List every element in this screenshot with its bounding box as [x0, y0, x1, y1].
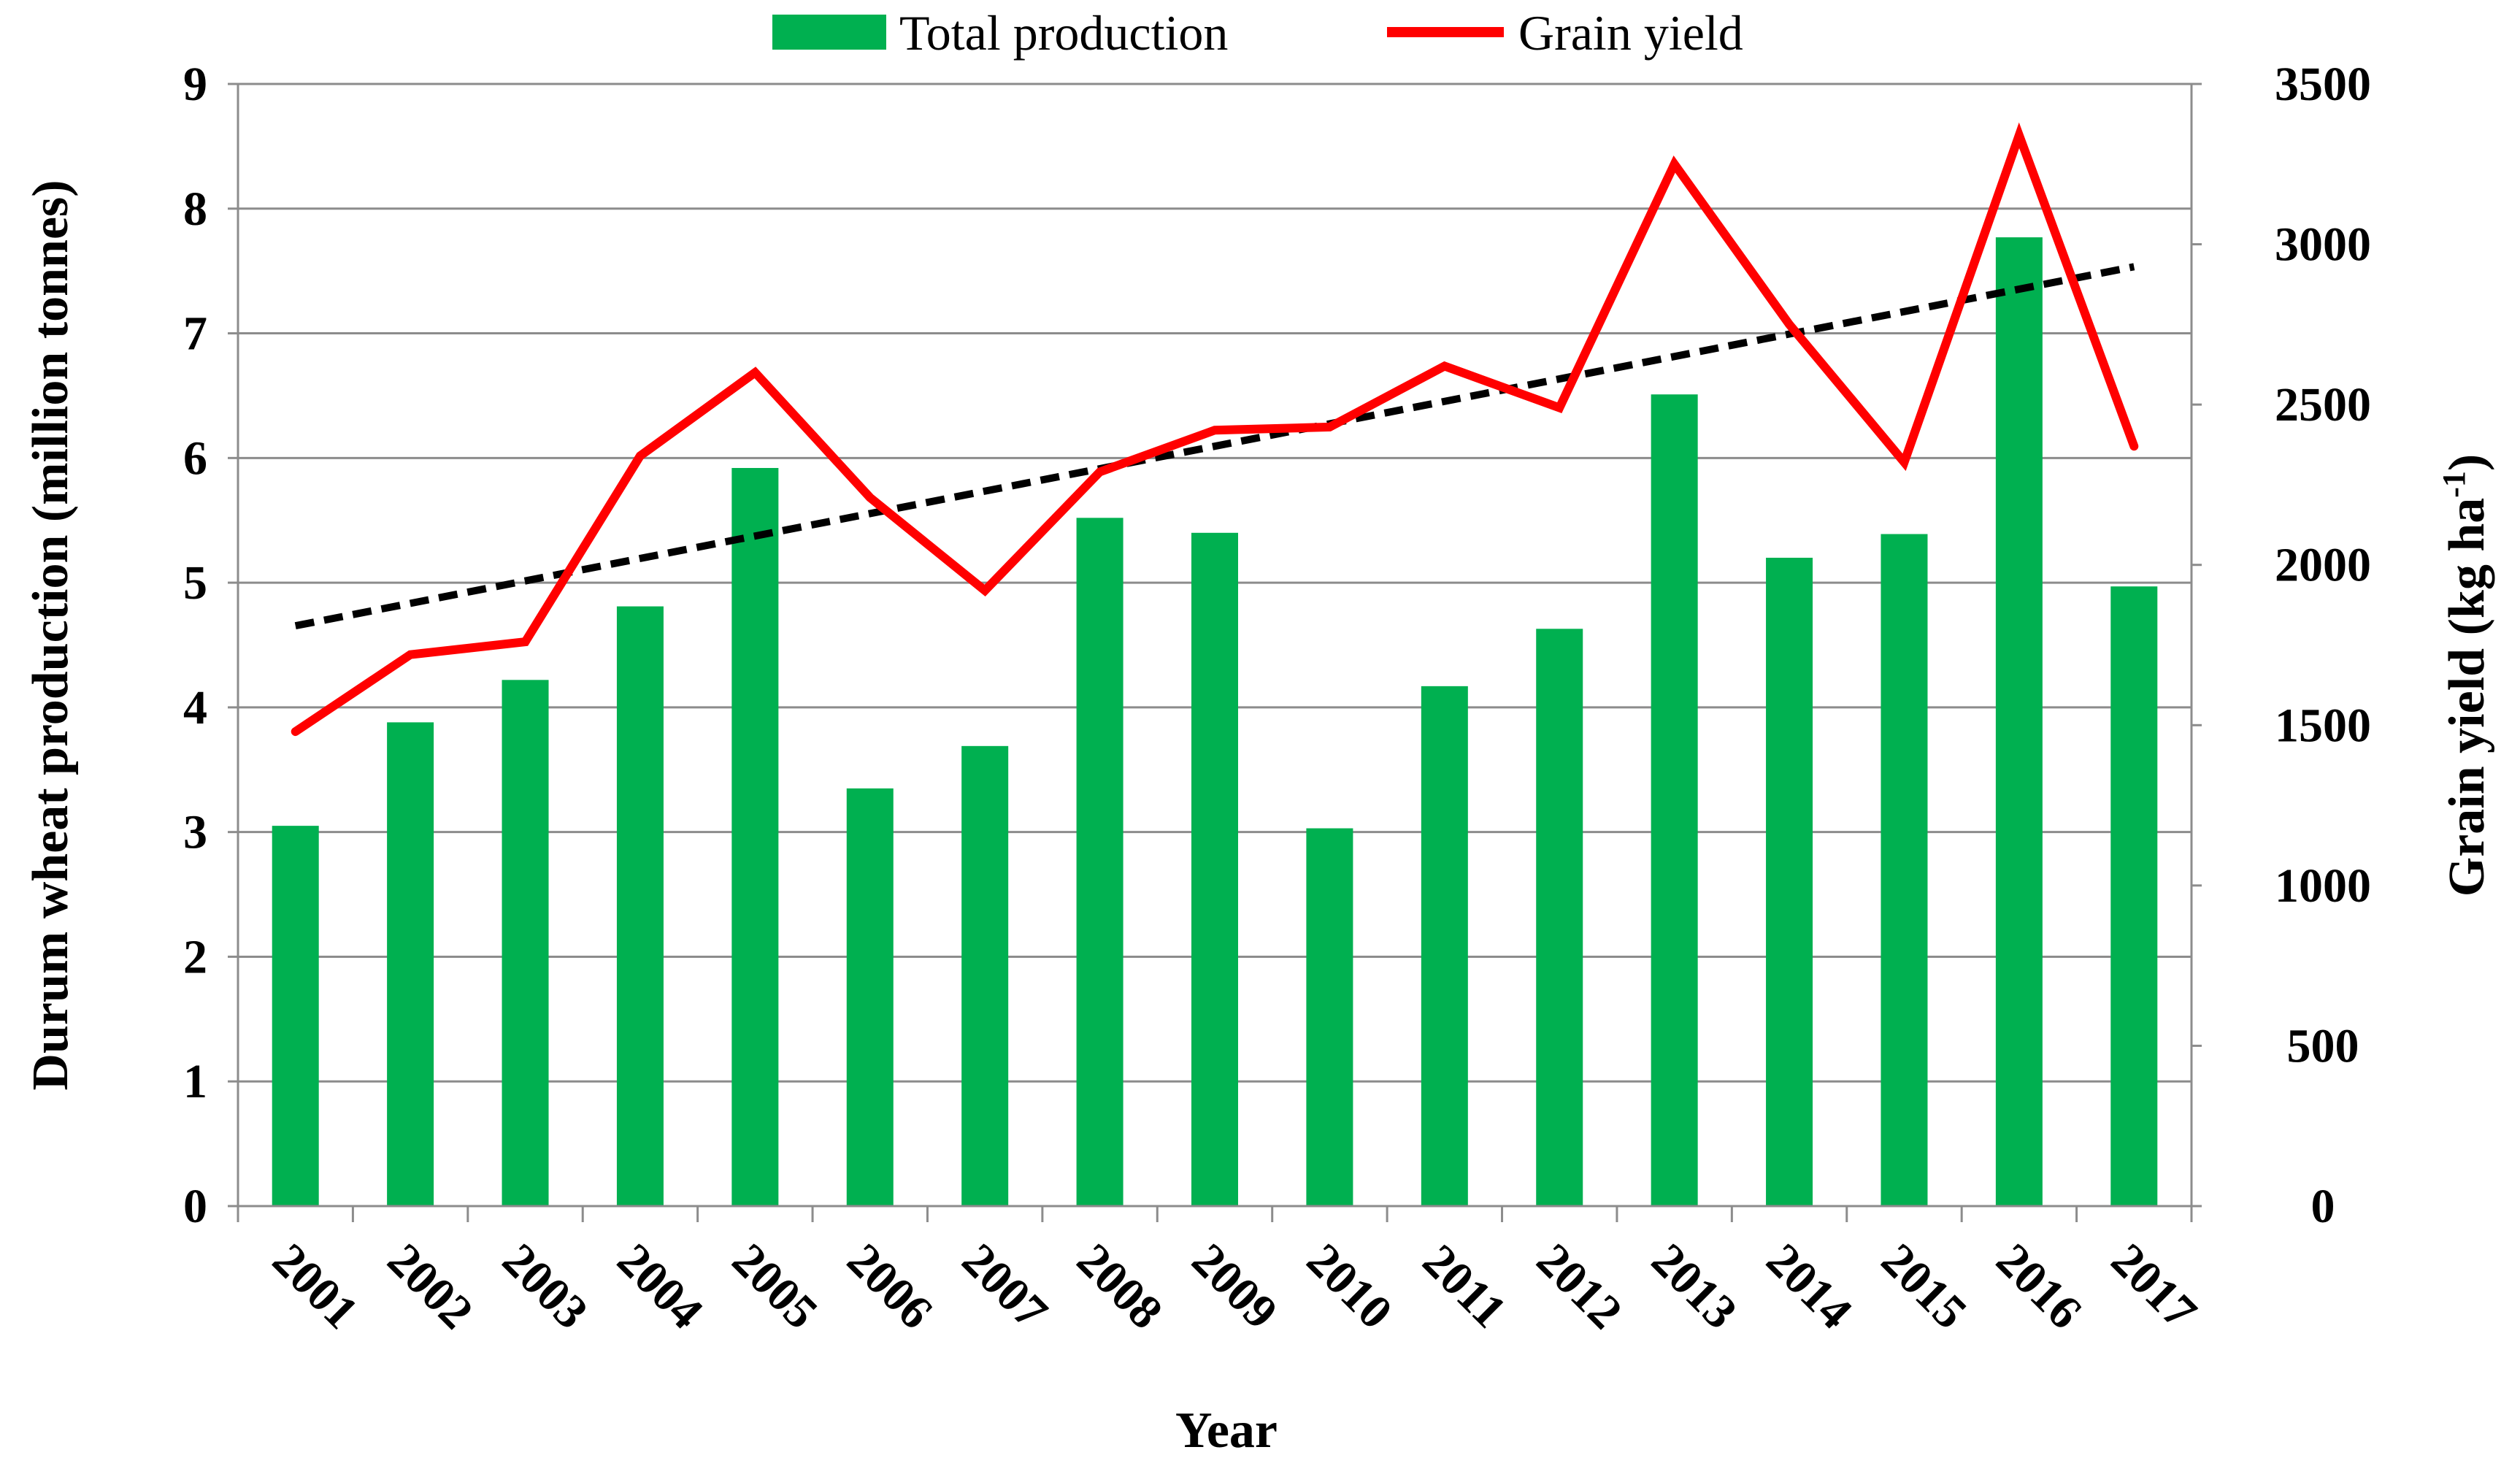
grain-yield-point [1443, 365, 1445, 367]
right-tick-label: 3500 [2275, 58, 2371, 111]
production-bar [1995, 237, 2043, 1207]
axes [228, 82, 2202, 1222]
grain-yield-point [2018, 134, 2020, 137]
production-bar [1076, 518, 1123, 1206]
grain-yield-point [1559, 407, 1561, 409]
right-tick-label: 1500 [2275, 699, 2371, 752]
right-axis-title-sup: -1 [2436, 471, 2472, 498]
x-tick-label: 2006 [837, 1233, 942, 1339]
grain-yield-point [1673, 163, 1675, 165]
left-tick-label: 5 [183, 556, 207, 610]
x-tick-label: 2003 [492, 1233, 598, 1339]
left-tick-label: 3 [183, 806, 207, 859]
production-bar [1881, 534, 1928, 1206]
x-tick-label: 2001 [262, 1233, 368, 1339]
x-tick-label: 2011 [1413, 1235, 1516, 1338]
left-tick-label: 9 [183, 58, 207, 111]
x-tick-label: 2002 [377, 1233, 483, 1339]
production-bar [1421, 686, 1468, 1206]
grain-yield-point [754, 372, 756, 374]
grain-yield-point [1214, 429, 1215, 431]
x-axis-title: Year [1175, 1402, 1278, 1459]
production-bar [1651, 394, 1698, 1206]
grain-yield-point [2133, 445, 2135, 448]
production-bar [1306, 828, 1353, 1206]
x-tick-label: 2008 [1067, 1233, 1172, 1339]
right-tick-label: 3000 [2275, 218, 2371, 272]
x-tick-label: 2005 [722, 1233, 828, 1339]
grain-yield-point [1903, 461, 1905, 464]
production-bar [846, 788, 894, 1206]
right-tick-label: 500 [2287, 1019, 2359, 1072]
grain-yield-point [869, 496, 871, 499]
grain-yield-point [984, 589, 986, 591]
x-tick-label: 2015 [1871, 1233, 1977, 1339]
trendline-segment [294, 263, 2135, 630]
production-bar [502, 680, 549, 1206]
grain-yield-point [1099, 471, 1101, 473]
x-tick-label: 2004 [607, 1233, 713, 1339]
x-tick-label: 2007 [952, 1233, 1058, 1339]
grain-yield-line [291, 122, 2139, 737]
left-axis-title: Durum wheat production (million tonnes) [23, 180, 79, 1090]
production-bar [961, 745, 1009, 1206]
x-tick-label: 2014 [1756, 1233, 1862, 1339]
production-bar [1536, 629, 1583, 1206]
production-bars [272, 237, 2158, 1207]
right-tick-label: 2500 [2275, 378, 2371, 431]
left-tick-label: 7 [183, 307, 207, 361]
legend-label-grain-yield: Grain yield [1518, 5, 1743, 61]
left-tick-label: 8 [183, 183, 207, 236]
right-axis-title-end: ) [2439, 454, 2495, 471]
trendline [294, 263, 2135, 630]
legend: Total production Grain yield [772, 5, 1743, 61]
grain-yield-point [639, 455, 641, 457]
x-tick-label: 2013 [1641, 1233, 1747, 1339]
grain-yield-point [410, 653, 412, 656]
legend-label-total-production: Total production [899, 5, 1228, 61]
right-tick-label: 0 [2311, 1180, 2335, 1233]
legend-swatch-total-production [772, 15, 886, 50]
left-tick-label: 2 [183, 930, 207, 983]
production-bar [272, 826, 319, 1206]
left-tick-label: 4 [183, 681, 207, 734]
left-tick-label: 1 [183, 1055, 207, 1108]
grain-yield-point [1329, 426, 1331, 428]
production-bar [616, 606, 664, 1206]
x-tick-label: 2010 [1297, 1233, 1402, 1339]
grain-yield-point [294, 731, 296, 733]
production-bar [387, 722, 434, 1206]
left-tick-label: 6 [183, 431, 207, 485]
grain-yield-point [524, 641, 526, 643]
x-tick-label: 2012 [1526, 1233, 1632, 1339]
x-tick-label: 2009 [1182, 1233, 1288, 1339]
production-bar [1766, 557, 1813, 1206]
x-tick-label: 2016 [1986, 1233, 2092, 1339]
x-tick-label: 2017 [2101, 1233, 2207, 1339]
right-tick-label: 1000 [2275, 859, 2371, 913]
right-axis-title-main: Grain yield (kg ha [2439, 498, 2495, 897]
right-tick-label: 2000 [2275, 539, 2371, 592]
left-tick-label: 0 [183, 1180, 207, 1233]
right-axis-title: Grain yield (kg ha-1) [2436, 454, 2495, 897]
grain-yield-point [1789, 323, 1791, 326]
production-bar [731, 467, 779, 1206]
production-bar [2110, 586, 2158, 1206]
production-bar [1191, 532, 1238, 1206]
